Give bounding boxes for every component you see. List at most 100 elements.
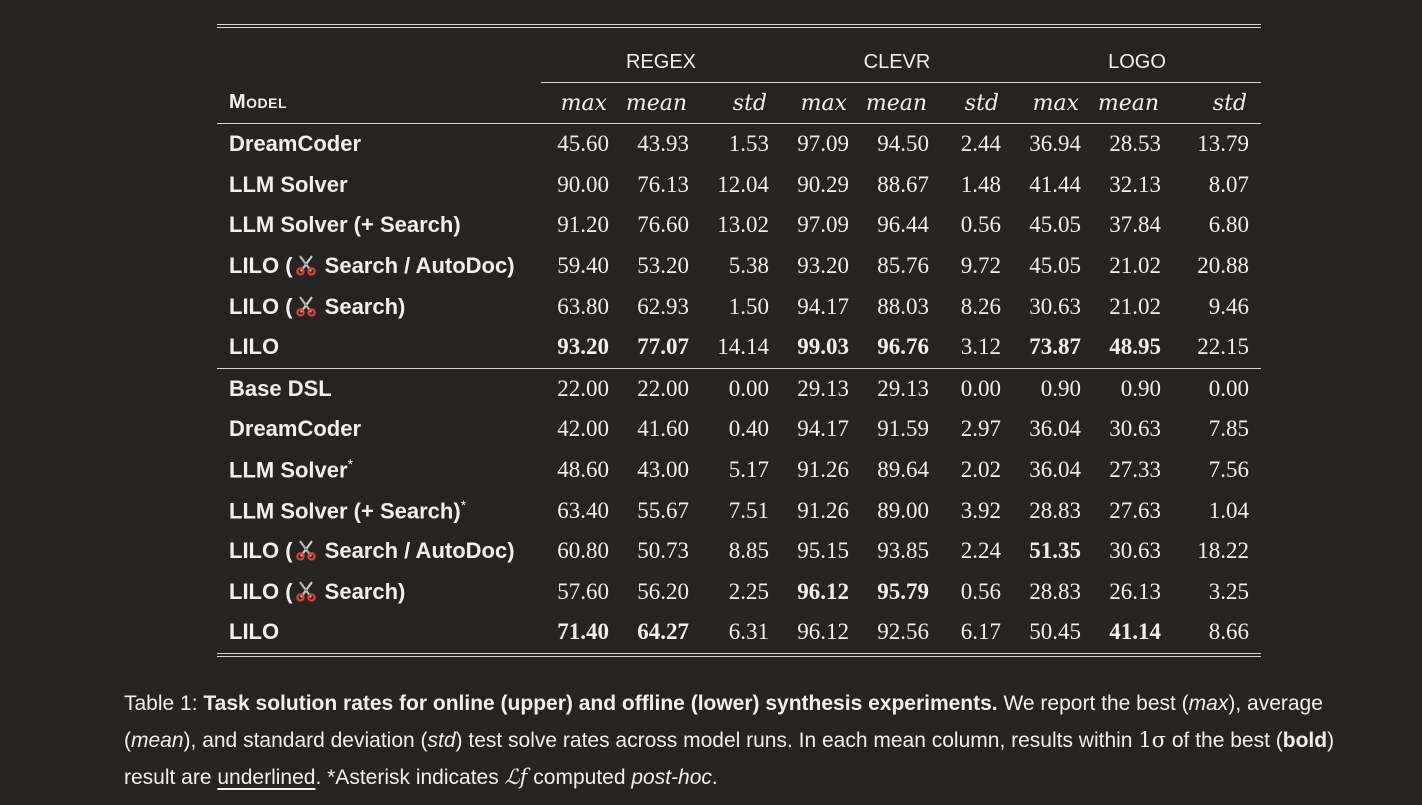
caption-italic: post-hoc — [631, 766, 712, 789]
model-name-cell: LILO — [217, 612, 541, 653]
value-cell: 2.24 — [960, 538, 1001, 564]
value-cell: 53.20 — [637, 253, 689, 279]
caption-text: computed — [527, 766, 632, 789]
value-cell: 88.67 — [877, 171, 929, 197]
value-cell: 30.63 — [1029, 293, 1081, 319]
group-header-row: REGEX CLEVR LOGO — [217, 28, 1261, 83]
value-cell: 0.00 — [1208, 375, 1249, 401]
col-header: mean — [861, 82, 941, 124]
group-regex: REGEX — [541, 28, 781, 83]
group-logo: LOGO — [1013, 28, 1261, 83]
asterisk-marker: * — [347, 456, 354, 473]
table-row: LILO 93.20 77.07 14.14 99.03 96.76 3.12 73.87 48… — [217, 326, 1261, 369]
value-cell: 94.17 — [797, 416, 849, 442]
table-row: LLM Solver* 48.60 43.00 5.17 91.26 89.64 2.02 3… — [217, 450, 1261, 491]
value-cell: 36.94 — [1029, 131, 1081, 157]
group-clevr: CLEVR — [781, 28, 1013, 83]
value-cell: 5.17 — [728, 457, 769, 483]
scissors-icon — [295, 539, 317, 561]
value-cell: 48.95 — [1093, 326, 1173, 369]
model-name: LLM Solver — [229, 457, 348, 483]
model-name-cell: LLM Solver (+ Search)* — [217, 490, 541, 531]
model-name-prefix: LILO ( — [229, 293, 293, 319]
table-row: LILO 71.40 64.27 6.31 96.12 92.56 6.17 50.45 41.… — [217, 612, 1261, 653]
value-cell: 7.85 — [1208, 416, 1249, 442]
value-cell: 8.07 — [1208, 171, 1249, 197]
value-cell: 45.60 — [557, 131, 609, 157]
value-cell: 2.44 — [960, 131, 1001, 157]
caption-text: . — [711, 766, 718, 789]
value-cell: 5.38 — [728, 253, 769, 279]
value-cell: 18.22 — [1197, 538, 1249, 564]
value-cell: 60.80 — [557, 538, 609, 564]
value-cell: 8.85 — [728, 538, 769, 564]
value-cell: 94.17 — [797, 293, 849, 319]
value-cell: 36.04 — [1029, 416, 1081, 442]
caption-italic: max — [1188, 692, 1229, 715]
top-rule — [217, 24, 1261, 28]
caption-text: ), and standard deviation ( — [183, 729, 428, 752]
value-cell: 2.02 — [960, 457, 1001, 483]
value-cell: 88.03 — [877, 293, 929, 319]
value-cell: 63.80 — [557, 293, 609, 319]
online-results-body: DreamCoder 45.60 43.93 1.53 97.09 94.50 2.44 36… — [217, 124, 1261, 369]
model-name: Base DSL — [229, 375, 332, 401]
value-cell: 94.50 — [877, 131, 929, 157]
model-name-cell: LLM Solver (+ Search) — [217, 205, 541, 246]
model-column-header: Model — [217, 82, 541, 124]
model-name-cell: LILO — [217, 326, 541, 369]
value-cell: 8.66 — [1208, 619, 1249, 645]
results-table-container: REGEX CLEVR LOGO Model max mean std max … — [217, 24, 1261, 657]
value-cell: 22.15 — [1173, 326, 1261, 369]
value-cell: 27.63 — [1109, 497, 1161, 523]
col-header: std — [941, 82, 1013, 124]
column-header-row: Model max mean std max mean std max mean… — [217, 82, 1261, 124]
value-cell: 3.25 — [1208, 578, 1249, 604]
value-cell: 63.40 — [557, 497, 609, 523]
value-cell: 50.73 — [637, 538, 689, 564]
model-name-cell: LILO ( Search) — [217, 286, 541, 327]
value-cell: 0.56 — [960, 212, 1001, 238]
value-cell: 76.13 — [637, 171, 689, 197]
value-cell: 91.26 — [797, 457, 849, 483]
value-cell: 51.35 — [1029, 538, 1081, 564]
value-cell: 97.09 — [797, 131, 849, 157]
value-cell: 21.02 — [1109, 253, 1161, 279]
value-cell: 28.53 — [1109, 131, 1161, 157]
table-row: DreamCoder 45.60 43.93 1.53 97.09 94.50 2.44 36… — [217, 124, 1261, 165]
value-cell: 91.26 — [797, 497, 849, 523]
caption-lead: Table 1: — [124, 692, 204, 715]
value-cell: 12.04 — [717, 171, 769, 197]
value-cell: 29.13 — [877, 375, 929, 401]
value-cell: 43.00 — [637, 457, 689, 483]
value-cell: 42.00 — [557, 416, 609, 442]
model-name-cell: LILO ( Search / AutoDoc) — [217, 531, 541, 572]
value-cell: 8.26 — [960, 293, 1001, 319]
results-table: REGEX CLEVR LOGO Model max mean std max … — [217, 28, 1261, 653]
value-cell: 26.13 — [1109, 578, 1161, 604]
model-name: LLM Solver (+ Search) — [229, 212, 461, 238]
model-name-suffix: Search / AutoDoc) — [318, 538, 515, 564]
value-cell: 90.29 — [797, 171, 849, 197]
value-cell: 22.00 — [557, 375, 609, 401]
value-cell: 3.92 — [960, 497, 1001, 523]
caption-text: . *Asterisk indicates — [315, 766, 505, 789]
model-name-suffix: Search / AutoDoc) — [318, 253, 515, 279]
caption-bold-title: Task solution rates for online (upper) a… — [203, 692, 998, 715]
value-cell: 13.02 — [717, 212, 769, 238]
value-cell: 29.13 — [797, 375, 849, 401]
value-cell: 0.00 — [728, 375, 769, 401]
value-cell: 76.60 — [637, 212, 689, 238]
value-cell: 48.60 — [557, 457, 609, 483]
caption-bold: bold — [1282, 729, 1328, 752]
caption-underlined: underlined — [217, 766, 316, 789]
value-cell: 32.13 — [1109, 171, 1161, 197]
model-name-suffix: Search) — [318, 578, 406, 604]
value-cell: 45.05 — [1029, 212, 1081, 238]
table-row: LLM Solver 90.00 76.13 12.04 90.29 88.67 1.48 4… — [217, 165, 1261, 206]
value-cell: 41.14 — [1109, 619, 1161, 645]
value-cell: 91.59 — [877, 416, 929, 442]
value-cell: 9.72 — [960, 253, 1001, 279]
value-cell: 2.25 — [728, 578, 769, 604]
value-cell: 41.44 — [1029, 171, 1081, 197]
